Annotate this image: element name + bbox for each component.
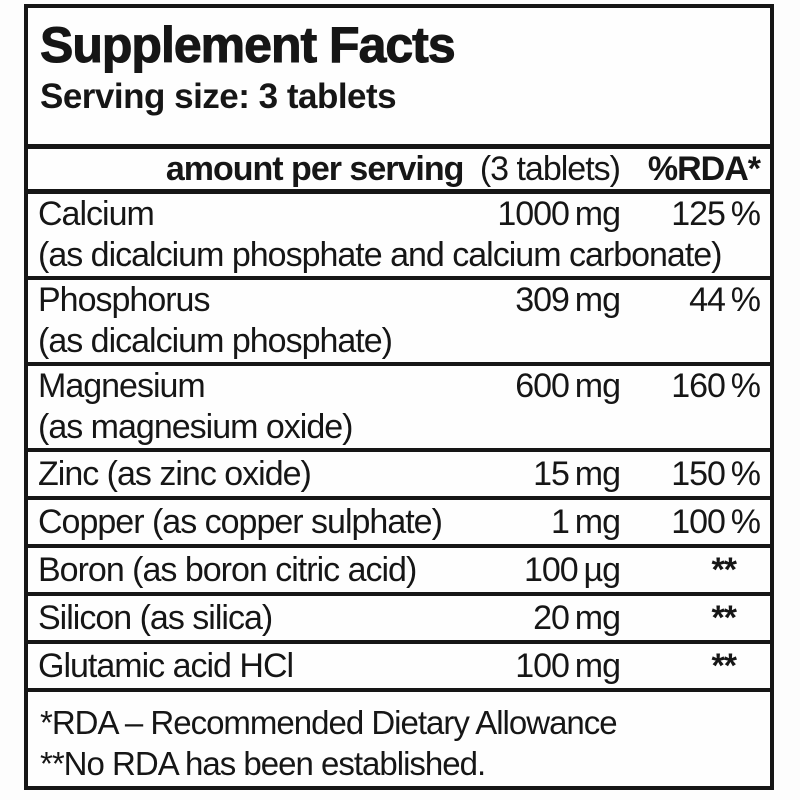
row-note: (as magnesium oxide) [38, 408, 353, 446]
row-amount: 100 µg [523, 550, 621, 589]
row-amount: 309 mg [515, 281, 621, 319]
row-name: Glutamic acid HCl [38, 646, 294, 685]
row-rda: ** [711, 550, 737, 589]
footnote-rda: *RDA – Recommended Dietary Allowance [40, 704, 618, 741]
row-name: Copper (as copper sulphate) [38, 502, 443, 541]
row-main: Glutamic acid HCl 100 mg ** [28, 644, 770, 688]
row-amount: 1 mg [551, 502, 621, 541]
row-note: (as dicalcium phosphate) [38, 322, 393, 360]
row-amount: 1000 mg [497, 195, 621, 233]
row-rda: 44 % [689, 281, 761, 319]
title-block: Supplement Facts Serving size: 3 tablets [28, 8, 770, 144]
row-rda: ** [711, 646, 737, 685]
row-main: Zinc (as zinc oxide) 15 mg 150 % [28, 452, 770, 496]
supplement-facts-label: Supplement Facts Serving size: 3 tablets… [24, 4, 774, 790]
row-note: (as dicalcium phosphate and calcium carb… [38, 236, 723, 274]
table-row-phosphorus: Phosphorus 309 mg 44 % (as dicalcium pho… [28, 280, 770, 366]
header-bottom-divider [28, 189, 770, 194]
row-main: Magnesium 600 mg 160 % [28, 366, 770, 407]
row-main: Boron (as boron citric acid) 100 µg ** [28, 548, 770, 592]
footnote-no-rda: **No RDA has been established. [40, 745, 486, 782]
table-row-calcium: Calcium 1000 mg 125 % (as dicalcium phos… [28, 194, 770, 280]
table-row-magnesium: Magnesium 600 mg 160 % (as magnesium oxi… [28, 366, 770, 452]
table-row-glutamic-acid: Glutamic acid HCl 100 mg ** [28, 644, 770, 692]
row-name: Silicon (as silica) [38, 598, 273, 637]
row-name: Calcium [38, 195, 155, 233]
table-row-boron: Boron (as boron citric acid) 100 µg ** [28, 548, 770, 596]
row-main: Calcium 1000 mg 125 % [28, 194, 770, 235]
header-amount-label-suffix: (3 tablets) [479, 149, 621, 188]
header-amount-label-main: amount per serving [165, 149, 465, 188]
row-amount: 600 mg [515, 367, 621, 405]
table-row-zinc: Zinc (as zinc oxide) 15 mg 150 % [28, 452, 770, 500]
row-rda: 160 % [671, 367, 761, 405]
row-amount: 20 mg [533, 598, 621, 637]
footnotes: *RDA – Recommended Dietary Allowance **N… [28, 692, 770, 786]
serving-size: Serving size: 3 tablets [40, 77, 397, 116]
row-name: Phosphorus [38, 281, 210, 319]
row-amount: 100 mg [515, 646, 621, 685]
row-rda: 150 % [671, 454, 761, 493]
row-amount: 15 mg [533, 454, 621, 493]
row-name: Magnesium [38, 367, 206, 405]
row-main: Copper (as copper sulphate) 1 mg 100 % [28, 500, 770, 544]
row-main: Phosphorus 309 mg 44 % [28, 280, 770, 321]
header-amount-label: amount per serving (3 tablets) [28, 149, 621, 189]
header-top-divider [28, 144, 770, 149]
row-name: Boron (as boron citric acid) [38, 550, 417, 589]
header-rda-label: %RDA* [647, 149, 761, 188]
row-name: Zinc (as zinc oxide) [38, 454, 312, 493]
table-row-silicon: Silicon (as silica) 20 mg ** [28, 596, 770, 644]
label-title: Supplement Facts [40, 17, 457, 74]
table-row-copper: Copper (as copper sulphate) 1 mg 100 % [28, 500, 770, 548]
row-main: Silicon (as silica) 20 mg ** [28, 596, 770, 640]
row-rda: 100 % [671, 502, 761, 541]
table-header: amount per serving (3 tablets) %RDA* [28, 149, 770, 189]
row-rda: ** [711, 598, 737, 637]
row-rda: 125 % [671, 195, 761, 233]
